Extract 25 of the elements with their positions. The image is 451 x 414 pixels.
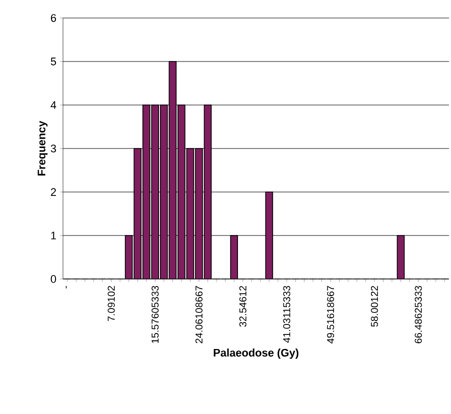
y-axis-title: Frequency [38,120,48,176]
y-tick-label: 0 [50,275,56,283]
y-tick-label: 6 [50,14,56,22]
x-tick-label: 41.03115333 [283,286,290,343]
bar [266,192,273,279]
y-tick-label: 2 [50,188,56,196]
x-tick-label: - [66,286,67,288]
x-tick-label: 32.54612 [239,286,246,327]
bar [168,61,177,279]
bar [142,104,150,279]
x-tick-label: 24.06108667 [195,286,203,344]
x-tick-label: 66.48625333 [414,286,422,344]
x-tick-label: 49.51618667 [327,286,334,344]
y-tick-label: 1 [51,232,56,240]
y-tick-label: 4 [50,101,56,109]
x-axis-title: Palaeodose (Gy) [214,348,298,359]
bar [396,235,405,279]
x-tick-label: 58.00122 [370,286,378,327]
x-tick-label: 7.09102 [108,286,115,322]
bar [204,104,212,279]
x-tick-label: 15.57605333 [152,286,159,343]
y-tick-label: 5 [50,58,56,66]
bar [186,148,194,279]
bar [124,235,133,279]
y-tick-label: 3 [50,144,56,152]
